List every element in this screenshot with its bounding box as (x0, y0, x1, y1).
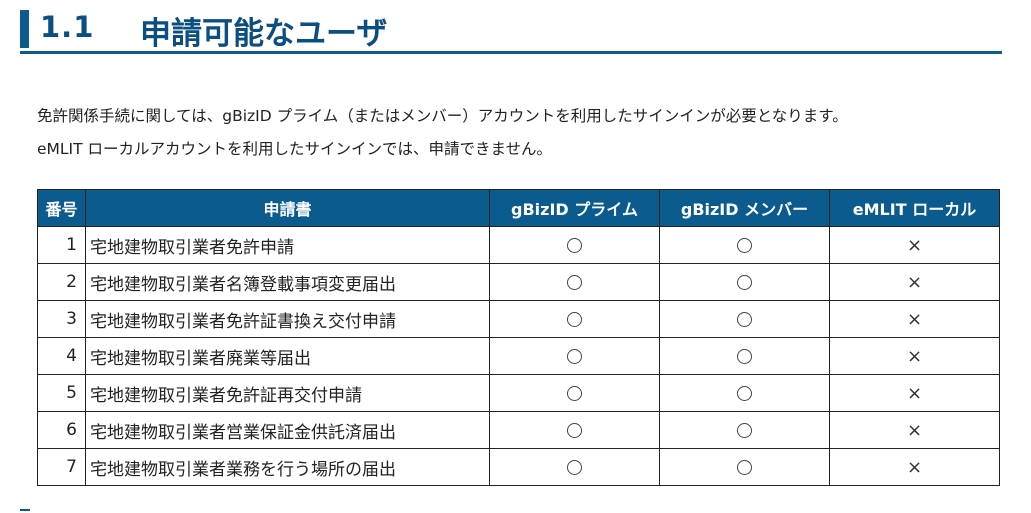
emlit-local-mark: × (829, 411, 1000, 449)
table-body: 1宅地建物取引業者免許申請○○×2宅地建物取引業者名簿登載事項変更届出○○×3宅… (37, 226, 1000, 486)
application-name: 宅地建物取引業者業務を行う場所の届出 (85, 448, 490, 486)
header-gbizid-member: gBizID メンバー (659, 189, 830, 227)
gbizid-prime-mark: ○ (489, 337, 660, 375)
table-header-row: 番号 申請書 gBizID プライム gBizID メンバー eMLIT ローカ… (37, 189, 1000, 227)
circle-mark-icon: ○ (567, 422, 582, 438)
footer-accent-mark (20, 509, 30, 511)
intro-line-1: 免許関係手続に関しては、gBizID プライム（またはメンバー）アカウントを利用… (37, 107, 848, 125)
circle-mark-icon: ○ (567, 385, 582, 401)
circle-mark-icon: ○ (737, 274, 752, 290)
gbizid-prime-mark: ○ (489, 300, 660, 338)
gbizid-member-mark: ○ (659, 337, 830, 375)
application-name: 宅地建物取引業者営業保証金供託済届出 (85, 411, 490, 449)
emlit-local-mark: × (829, 226, 1000, 264)
header-emlit-local: eMLIT ローカル (829, 189, 1000, 227)
emlit-local-mark: × (829, 374, 1000, 412)
circle-mark-icon: ○ (567, 237, 582, 253)
application-user-table: 番号 申請書 gBizID プライム gBizID メンバー eMLIT ローカ… (37, 189, 1000, 486)
circle-mark-icon: ○ (737, 311, 752, 327)
section-number: 1.1 (40, 10, 95, 44)
emlit-local-mark: × (829, 263, 1000, 301)
row-number: 1 (37, 226, 86, 264)
emlit-local-mark: × (829, 300, 1000, 338)
circle-mark-icon: ○ (567, 459, 582, 475)
circle-mark-icon: ○ (567, 274, 582, 290)
gbizid-prime-mark: ○ (489, 374, 660, 412)
circle-mark-icon: ○ (567, 348, 582, 364)
row-number: 5 (37, 374, 86, 412)
intro-line-2: eMLIT ローカルアカウントを利用したサインインでは、申請できません。 (37, 140, 553, 158)
gbizid-member-mark: ○ (659, 411, 830, 449)
circle-mark-icon: ○ (737, 237, 752, 253)
gbizid-member-mark: ○ (659, 448, 830, 486)
row-number: 2 (37, 263, 86, 301)
header-application: 申請書 (85, 189, 490, 227)
row-number: 3 (37, 300, 86, 338)
header-number: 番号 (37, 189, 86, 227)
circle-mark-icon: ○ (737, 459, 752, 475)
application-name: 宅地建物取引業者名簿登載事項変更届出 (85, 263, 490, 301)
circle-mark-icon: ○ (737, 385, 752, 401)
gbizid-member-mark: ○ (659, 226, 830, 264)
intro-text: 免許関係手続に関しては、gBizID プライム（またはメンバー）アカウントを利用… (37, 100, 997, 166)
circle-mark-icon: ○ (567, 311, 582, 327)
gbizid-prime-mark: ○ (489, 226, 660, 264)
circle-mark-icon: ○ (737, 348, 752, 364)
row-number: 4 (37, 337, 86, 375)
heading-accent-bar (20, 10, 29, 48)
application-name: 宅地建物取引業者免許証再交付申請 (85, 374, 490, 412)
gbizid-prime-mark: ○ (489, 448, 660, 486)
application-name: 宅地建物取引業者廃業等届出 (85, 337, 490, 375)
row-number: 7 (37, 448, 86, 486)
application-name: 宅地建物取引業者免許証書換え交付申請 (85, 300, 490, 338)
circle-mark-icon: ○ (737, 422, 752, 438)
emlit-local-mark: × (829, 337, 1000, 375)
gbizid-member-mark: ○ (659, 300, 830, 338)
emlit-local-mark: × (829, 448, 1000, 486)
application-name: 宅地建物取引業者免許申請 (85, 226, 490, 264)
section-title: 申請可能なユーザ (140, 16, 388, 52)
gbizid-prime-mark: ○ (489, 263, 660, 301)
gbizid-prime-mark: ○ (489, 411, 660, 449)
gbizid-member-mark: ○ (659, 374, 830, 412)
header-gbizid-prime: gBizID プライム (489, 189, 660, 227)
section-heading: 1.1 申請可能なユーザ (20, 8, 1002, 54)
gbizid-member-mark: ○ (659, 263, 830, 301)
row-number: 6 (37, 411, 86, 449)
